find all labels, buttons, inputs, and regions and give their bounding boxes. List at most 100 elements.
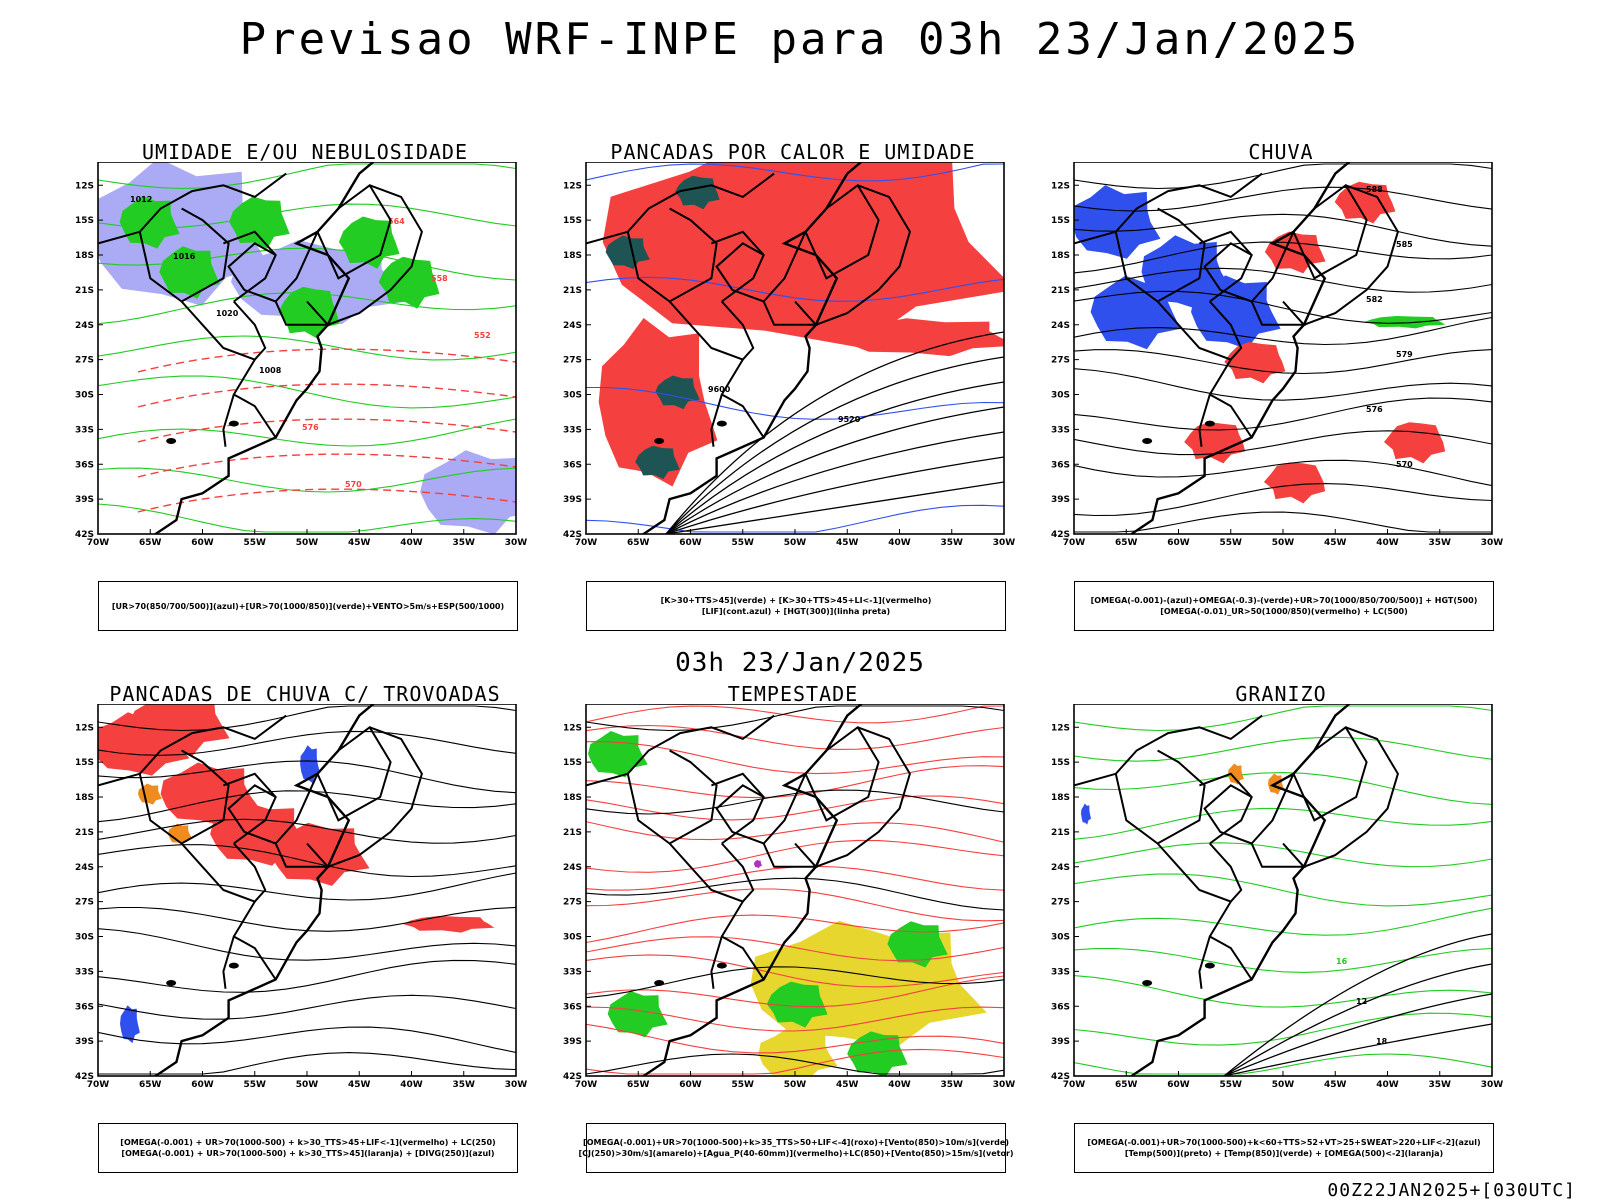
moist-area: [655, 375, 700, 410]
lat-label: 42S: [563, 530, 582, 540]
lon-label: 35W: [941, 1080, 964, 1090]
middle-title: 03h 23/Jan/2025: [675, 648, 925, 678]
precipitable-water-contour: [586, 1006, 1004, 1032]
panel-title: PANCADAS POR CALOR E UMIDADE: [610, 140, 976, 164]
jet-streamline: [98, 1052, 516, 1075]
lon-label: 60W: [679, 1080, 702, 1090]
lon-label: 40W: [888, 538, 911, 548]
lake: [228, 962, 239, 969]
height-contour: [1074, 483, 1492, 517]
legend-line: [OMEGA(-0.01)_UR>50(1000/850)(vermelho) …: [1160, 607, 1408, 616]
coastline-borders: [1074, 162, 1440, 534]
temperature-850-contour: [1074, 842, 1492, 868]
height-contour: [1074, 241, 1492, 274]
precipitable-water-contour: [586, 1048, 1004, 1075]
strong-wind-area: [766, 981, 828, 1028]
lon-label: 50W: [784, 538, 807, 548]
temperature-850-contour: [1074, 736, 1492, 762]
lat-label: 21S: [1051, 286, 1070, 296]
lake: [166, 980, 177, 986]
height-contour: [1074, 163, 1492, 190]
instability-area: [167, 823, 192, 845]
legend-line: [OMEGA(-0.001)+UR>70(1000-500)+k<60+TTS>…: [1087, 1138, 1481, 1147]
map-pancadas-calor: 9600 9520 12S 15S 18S 21S 24S 27S 30S 33S 36S 39S 42…: [563, 162, 1015, 548]
coastline-borders: [586, 162, 952, 534]
lon-label: 65W: [1115, 1080, 1138, 1090]
wind-vector-streamline: [586, 705, 1004, 732]
lifted-index-contour: [586, 386, 1004, 420]
height-contour: [665, 406, 1004, 534]
coastline-borders: [586, 704, 952, 1076]
lifted-index-contour: [586, 163, 1004, 182]
convection-area: [598, 318, 718, 487]
contour-label: 18: [1376, 1037, 1388, 1046]
lat-label: 15S: [75, 758, 94, 768]
lat-label: 12S: [75, 723, 94, 733]
precipitable-water-contour: [586, 765, 1004, 799]
lat-label: 12S: [75, 181, 94, 191]
country-border: [327, 184, 423, 326]
temperature-850-contour: [1074, 947, 1492, 973]
country-border: [1303, 726, 1399, 868]
lon-label: 30W: [505, 538, 528, 548]
strong-wind-area: [588, 731, 648, 778]
height-contour: [1074, 368, 1492, 401]
field-layer: 9600 9520: [586, 162, 1004, 534]
country-border: [711, 772, 765, 845]
low-level-humidity-area: [278, 286, 340, 339]
country-border: [762, 231, 819, 326]
hail-area: [1081, 803, 1091, 825]
precipitable-water-contour: [586, 914, 1004, 944]
lon-label: 55W: [1220, 538, 1243, 548]
lat-label: 36S: [1051, 1002, 1070, 1012]
wind-vector-streamline: [586, 966, 1004, 999]
lon-label: 55W: [244, 538, 267, 548]
lat-label: 24S: [563, 321, 582, 331]
legend-line: [CJ(250)>30m/s](amarelo)+[Agua_P(40-60mm…: [578, 1149, 1014, 1158]
jet-streamline: [98, 928, 516, 961]
moist-area: [635, 445, 680, 480]
panel-pancadas-calor: PANCADAS POR CALOR E UMIDADE 9600 9520 12S 1…: [548, 140, 1038, 640]
country-border: [227, 784, 277, 845]
lat-label: 21S: [75, 286, 94, 296]
country-border: [1209, 393, 1253, 439]
lat-label: 33S: [75, 967, 94, 977]
legend-line: [K>30+TTS>45](verde) + [K>30+TTS>45+LI<-…: [660, 596, 932, 605]
lat-label: 33S: [563, 967, 582, 977]
lon-label: 55W: [244, 1080, 267, 1090]
lon-label: 55W: [732, 1080, 755, 1090]
thickness-contour: [137, 348, 516, 373]
lake: [654, 438, 665, 444]
lat-label: 18S: [1051, 251, 1070, 261]
country-border: [762, 773, 819, 868]
lat-label: 24S: [75, 321, 94, 331]
jet-streamline: [98, 760, 516, 794]
lat-label: 24S: [75, 863, 94, 873]
country-border: [1303, 184, 1399, 326]
lat-label: 12S: [563, 181, 582, 191]
lon-label: 45W: [1324, 538, 1347, 548]
lat-label: 39S: [1051, 495, 1070, 505]
rain-area: [1263, 462, 1326, 504]
legend-line: [OMEGA(-0.001)+UR>70(1000-500)+k>35_TTS>…: [583, 1138, 1009, 1147]
country-border: [1074, 714, 1263, 787]
panel-title: TEMPESTADE: [727, 682, 859, 706]
lat-label: 18S: [75, 251, 94, 261]
contour-label: 1008: [259, 366, 282, 375]
country-border: [233, 393, 277, 439]
lat-label: 15S: [563, 216, 582, 226]
low-level-humidity-contour: [98, 335, 516, 361]
divergence-area: [120, 1005, 140, 1044]
lat-label: 27S: [75, 356, 94, 366]
country-border: [274, 231, 331, 326]
lon-label: 70W: [87, 1080, 110, 1090]
contour-label: 576: [302, 423, 319, 432]
low-level-humidity-area: [159, 246, 220, 299]
lon-label: 40W: [1376, 1080, 1399, 1090]
lon-label: 45W: [348, 1080, 371, 1090]
low-level-humidity-area: [119, 196, 180, 249]
panel-title: PANCADAS DE CHUVA C/ TROVOADAS: [109, 682, 501, 706]
precipitable-water-contour: [586, 839, 1004, 873]
height-contour: [665, 481, 1004, 534]
